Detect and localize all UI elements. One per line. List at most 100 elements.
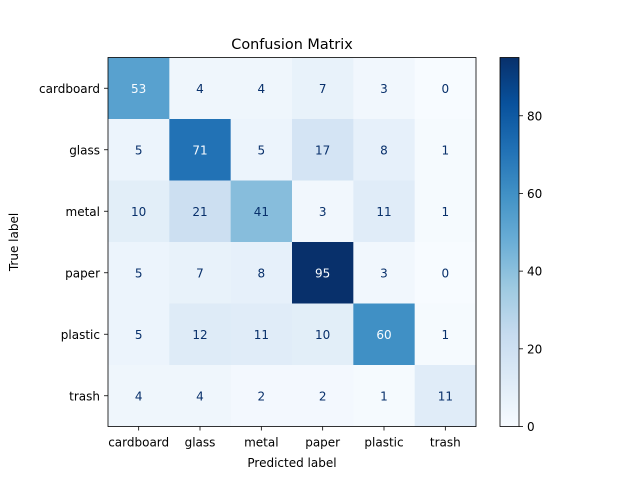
cell-value-label: 8 xyxy=(258,266,266,280)
heatmap-cell xyxy=(169,57,232,120)
cell-value-label: 0 xyxy=(442,82,450,96)
heatmap-cell xyxy=(108,57,170,120)
heatmap-cell xyxy=(169,242,232,304)
cell-value-label: 1 xyxy=(442,205,450,219)
cell-value-label: 4 xyxy=(135,389,143,403)
y-tick-label: cardboard xyxy=(39,82,100,96)
heatmap-frame xyxy=(107,57,477,427)
cell-value-label: 5 xyxy=(135,328,143,342)
cell-value-label: 1 xyxy=(442,328,450,342)
heatmap-cell xyxy=(353,242,416,304)
cell-value-label: 1 xyxy=(380,389,388,403)
heatmap-cell xyxy=(353,365,416,427)
cell-value-label: 95 xyxy=(315,266,330,280)
heatmap-cell xyxy=(292,180,354,243)
heatmap-cell xyxy=(292,119,354,181)
heatmap-cell xyxy=(230,57,293,120)
heatmap-cell xyxy=(414,180,477,243)
heatmap-cells xyxy=(108,57,477,427)
x-axis-label: Predicted label xyxy=(247,456,336,470)
cell-value-label: 2 xyxy=(258,389,266,403)
heatmap-cell xyxy=(353,57,416,120)
cell-value-label: 10 xyxy=(315,328,330,342)
heatmap-cell xyxy=(169,365,232,427)
cell-value-label: 4 xyxy=(258,82,266,96)
cell-value-labels: 53 4 4 7 3 05 71 5 17 8 110 21 41 3 11 15 7 8 95 3 05 12 11 10 6… xyxy=(131,82,453,404)
heatmap-cell xyxy=(169,303,232,366)
cell-value-label: 11 xyxy=(254,328,269,342)
cell-value-label: 2 xyxy=(319,389,327,403)
cell-value-label: 53 xyxy=(131,82,146,96)
x-tick-label: paper xyxy=(305,436,340,450)
cell-value-label: 41 xyxy=(254,205,269,219)
colorbar-ticks: 0 20 40 60 80 xyxy=(519,109,542,434)
cell-value-label: 1 xyxy=(442,143,450,157)
heatmap-cell xyxy=(230,242,293,304)
cell-value-label: 5 xyxy=(135,143,143,157)
heatmap-cell xyxy=(353,119,416,181)
heatmap-cell xyxy=(108,365,170,427)
colorbar-tick-label: 60 xyxy=(527,187,542,201)
heatmap-cell xyxy=(414,365,477,427)
heatmap-cell xyxy=(169,119,232,181)
cell-value-label: 0 xyxy=(442,266,450,280)
colorbar-tick-label: 20 xyxy=(527,342,542,356)
heatmap-cell xyxy=(230,180,293,243)
cell-value-label: 3 xyxy=(380,82,388,96)
cell-value-label: 7 xyxy=(196,266,204,280)
heatmap-cell xyxy=(353,180,416,243)
heatmap-cell xyxy=(108,303,170,366)
cell-value-label: 12 xyxy=(192,328,207,342)
heatmap-cell xyxy=(292,242,354,304)
heatmap-cell xyxy=(414,57,477,120)
colorbar-tick-label: 40 xyxy=(527,265,542,279)
heatmap-cell xyxy=(230,365,293,427)
y-axis-label: True label xyxy=(7,213,21,272)
colorbar xyxy=(499,57,520,427)
heatmap-cell xyxy=(108,119,170,181)
cell-value-label: 3 xyxy=(319,205,327,219)
x-axis-ticks: cardboard glass metal paper plastic trash xyxy=(108,426,461,450)
y-tick-label: metal xyxy=(66,205,100,219)
heatmap-cell xyxy=(414,303,477,366)
y-tick-label: plastic xyxy=(61,328,100,342)
heatmap-cell xyxy=(230,303,293,366)
x-tick-label: metal xyxy=(244,436,278,450)
heatmap-cell xyxy=(353,303,416,366)
heatmap-cell xyxy=(292,57,354,120)
cell-value-label: 21 xyxy=(192,205,207,219)
cell-value-label: 10 xyxy=(131,205,146,219)
cell-value-label: 5 xyxy=(135,266,143,280)
cell-value-label: 11 xyxy=(376,205,391,219)
y-axis-ticks: cardboard glass metal paper plastic trash xyxy=(39,82,108,403)
x-tick-label: trash xyxy=(430,436,461,450)
y-tick-label: trash xyxy=(69,389,100,403)
x-tick-label: glass xyxy=(185,436,216,450)
heatmap-cell xyxy=(108,180,170,243)
y-tick-label: paper xyxy=(65,266,100,280)
cell-value-label: 7 xyxy=(319,82,327,96)
cell-value-label: 60 xyxy=(376,328,391,342)
x-tick-label: plastic xyxy=(364,436,403,450)
y-tick-label: glass xyxy=(69,143,100,157)
chart-title: Confusion Matrix xyxy=(231,37,353,53)
colorbar-tick-label: 80 xyxy=(527,109,542,123)
cell-value-label: 17 xyxy=(315,143,330,157)
cell-value-label: 4 xyxy=(196,389,204,403)
x-tick-label: cardboard xyxy=(108,436,169,450)
heatmap-cell xyxy=(292,365,354,427)
colorbar-tick-label: 0 xyxy=(527,420,535,434)
cell-value-label: 5 xyxy=(258,143,266,157)
cell-value-label: 8 xyxy=(380,143,388,157)
heatmap-cell xyxy=(414,119,477,181)
heatmap-cell xyxy=(230,119,293,181)
heatmap-cell xyxy=(108,242,170,304)
cell-value-label: 71 xyxy=(192,143,207,157)
cell-value-label: 11 xyxy=(438,389,453,403)
heatmap-cell xyxy=(169,180,232,243)
cell-value-label: 4 xyxy=(196,82,204,96)
cell-value-label: 3 xyxy=(380,266,388,280)
heatmap-cell xyxy=(414,242,477,304)
heatmap-cell xyxy=(292,303,354,366)
